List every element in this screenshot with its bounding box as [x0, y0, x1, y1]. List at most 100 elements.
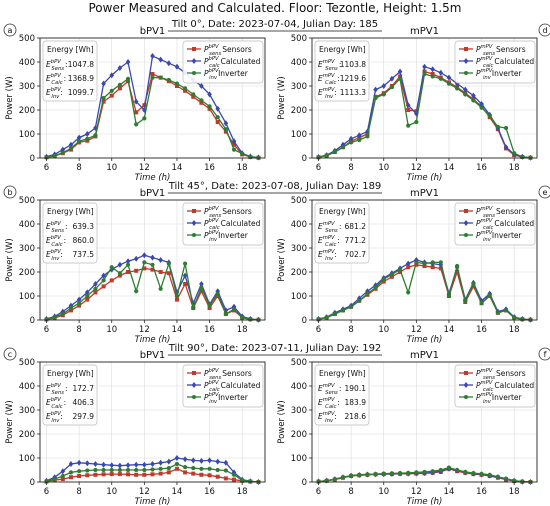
data-point-calculated	[158, 257, 163, 263]
x-tick-label: 12	[139, 487, 150, 497]
data-point-sensors	[109, 278, 114, 283]
data-point-inverter	[85, 293, 90, 299]
data-point-calculated	[430, 66, 435, 73]
panel-letter-circle	[538, 347, 550, 361]
y-tick-label: 400	[19, 220, 35, 230]
y-tick-label: 200	[291, 268, 307, 278]
data-point-inverter	[166, 465, 171, 471]
data-point-calculated	[125, 462, 131, 469]
data-point-inverter	[52, 153, 57, 158]
x-tick-label: 8	[348, 487, 353, 497]
legend-marker	[192, 47, 196, 51]
data-point-inverter	[240, 477, 245, 483]
energy-value: 860.0	[73, 236, 95, 245]
data-point-calculated	[60, 468, 66, 475]
data-point-calculated	[405, 260, 411, 267]
data-point-inverter	[125, 262, 131, 267]
data-point-inverter	[207, 466, 212, 471]
data-point-sensors	[207, 106, 212, 111]
data-point-calculated	[471, 92, 476, 99]
data-point-inverter	[93, 467, 98, 473]
data-point-inverter	[174, 461, 180, 467]
data-point-calculated	[76, 134, 82, 141]
panel-letter: b	[7, 188, 12, 197]
energy-label: EmPV Sens:	[318, 383, 341, 396]
data-point-inverter	[406, 123, 411, 128]
data-point-sensors	[77, 303, 82, 308]
data-point-inverter	[430, 260, 435, 265]
y-axis-label: Power (W)	[277, 400, 287, 443]
data-point-inverter	[183, 465, 188, 470]
data-point-inverter	[68, 146, 74, 151]
legend-label: PbPV invInverter	[204, 68, 249, 81]
data-point-inverter	[223, 468, 228, 473]
data-point-inverter	[215, 291, 220, 296]
legend-label: PmPV invInverter	[476, 392, 523, 405]
data-point-inverter	[191, 92, 196, 97]
panel-letter: d	[542, 26, 547, 35]
data-point-calculated	[117, 65, 123, 71]
data-point-sensors	[174, 297, 179, 302]
data-point-calculated	[109, 462, 115, 469]
data-point-calculated	[373, 86, 378, 93]
x-tick-label: 10	[106, 163, 117, 173]
plot-frame	[311, 361, 538, 483]
data-point-calculated	[207, 457, 212, 464]
energy-box	[42, 40, 98, 102]
data-point-sensors	[134, 110, 139, 115]
legend-marker	[464, 371, 468, 375]
data-point-sensors	[142, 103, 147, 108]
row-subtitle-1: Tilt 0°, Date: 2023-07-04, Julian Day: 1…	[171, 19, 378, 30]
y-tick-label: 100	[291, 454, 307, 464]
data-point-inverter	[191, 305, 196, 311]
x-tick-label: 8	[76, 487, 81, 497]
plot-frame	[311, 37, 538, 159]
data-point-inverter	[430, 469, 435, 474]
y-tick-label: 200	[19, 268, 35, 278]
data-point-inverter	[512, 315, 517, 320]
legend-marker	[192, 395, 196, 399]
data-point-sensors	[199, 472, 204, 477]
data-point-sensors	[150, 472, 155, 477]
energy-value: 1368.9	[68, 74, 94, 83]
data-point-calculated	[223, 120, 229, 127]
legend-label: PbPV calcCalculated	[204, 380, 261, 393]
y-tick-label: 100	[19, 454, 35, 464]
legend-label: PmPV sensSensors	[476, 368, 526, 381]
data-point-inverter	[414, 470, 419, 475]
y-tick-label: 400	[19, 382, 35, 392]
x-axis-label: Time (h)	[135, 497, 171, 506]
data-point-sensors	[207, 306, 212, 310]
y-tick-label: 200	[291, 430, 307, 440]
x-tick-label: 14	[444, 487, 455, 497]
legend-label: PbPV sensSensors	[204, 368, 252, 381]
data-point-inverter	[332, 149, 337, 155]
x-tick-label: 18	[509, 163, 520, 173]
legend-marker	[192, 233, 196, 237]
data-point-inverter	[373, 471, 378, 477]
energy-box	[42, 202, 98, 264]
legend-box	[182, 40, 264, 84]
panel-title: mPV1	[410, 188, 439, 199]
data-point-calculated	[381, 83, 387, 89]
data-point-calculated	[133, 255, 139, 262]
data-point-inverter	[332, 311, 337, 317]
data-point-inverter	[240, 315, 245, 320]
data-point-sensors	[142, 472, 147, 477]
x-tick-label: 18	[509, 487, 520, 497]
legend-box	[182, 364, 264, 408]
data-point-inverter	[52, 315, 57, 320]
legend-box	[454, 40, 536, 84]
legend-label: PmPV sensSensors	[476, 206, 526, 219]
data-point-sensors	[166, 271, 171, 276]
data-point-sensors	[406, 265, 411, 270]
data-point-inverter	[446, 81, 452, 86]
data-point-inverter	[479, 105, 484, 110]
data-point-inverter	[495, 310, 500, 315]
data-point-sensors	[215, 120, 220, 124]
x-tick-label: 16	[204, 325, 215, 335]
data-point-inverter	[512, 151, 517, 156]
data-point-calculated	[438, 69, 444, 76]
data-point-sensors	[166, 470, 171, 475]
data-point-sensors	[101, 99, 106, 104]
